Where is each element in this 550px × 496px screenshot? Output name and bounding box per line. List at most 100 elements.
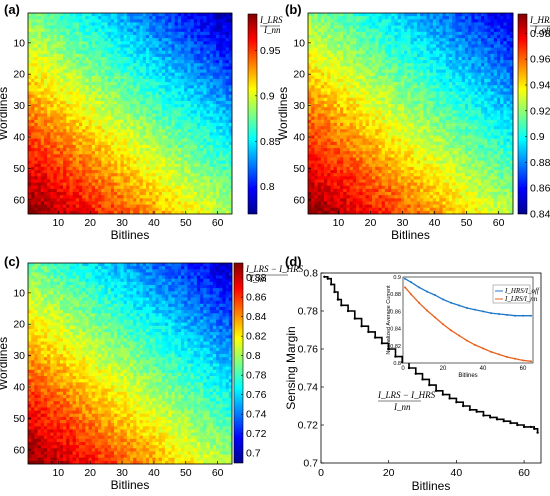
x-tick-label: 40 — [451, 467, 463, 479]
y-tick-label: 30 — [13, 100, 25, 112]
y-axis-label: Wordlines — [276, 87, 290, 140]
x-tick-label: 60 — [518, 467, 530, 479]
colorbar-tick-label: 0.88 — [530, 157, 550, 169]
x-tick-label: 50 — [461, 217, 473, 229]
y-tick-label: 0.78 — [298, 306, 319, 318]
data-point — [407, 366, 411, 370]
data-point — [380, 342, 384, 345]
x-axis: 10 20 30 40 50 60 Bitlines — [333, 211, 505, 242]
y-axis-label: Wordlines — [0, 87, 10, 140]
heatmap-cells — [28, 13, 233, 215]
colorbar-tick-label: 0.72 — [246, 428, 267, 440]
y-axis: 10 20 30 40 50 60 Wordlines — [0, 37, 31, 206]
x-tick-label: 40 — [429, 217, 441, 229]
heatmap-c: 10 20 30 40 50 60 Bitlines 10 20 30 40 50 60 Wordline… — [0, 262, 304, 492]
inset-data-point — [514, 357, 516, 360]
data-point — [434, 389, 438, 392]
x-axis-label: Bitlines — [111, 478, 150, 492]
y-tick-label: 40 — [293, 132, 305, 144]
data-point — [495, 418, 499, 421]
x-tick-label: 60 — [212, 217, 224, 229]
y-tick-label: 20 — [13, 319, 25, 331]
inset-y-tick-label: 0.8 — [393, 361, 401, 367]
colorbar-tick-label: 0.9 — [260, 90, 275, 102]
colorbar-tick-label: 0.98 — [530, 28, 550, 40]
colorbar: 0.98 0.96 0.94 0.92 0.9 0.88 0.86 0.84 I_HRSI_of… — [517, 13, 550, 221]
y-axis-label: Sensing Margin — [284, 326, 298, 409]
data-point — [502, 420, 505, 423]
inset-x-axis-label: Bitlines — [458, 373, 477, 379]
annotation-numerator: I_LRS − I_HRS — [377, 390, 436, 400]
y-tick-label: 50 — [13, 413, 25, 425]
y-tick-label: 20 — [293, 69, 305, 81]
data-point — [346, 309, 350, 313]
data-point — [529, 425, 533, 429]
inset-data-point — [426, 290, 428, 293]
y-axis: 10 20 30 40 50 60 Wordlines — [0, 287, 31, 456]
y-tick-label: 0.72 — [298, 420, 319, 432]
y-axis-label: Wordlines — [0, 337, 10, 390]
inset-legend-label: I_HRS/I_off — [504, 287, 540, 295]
data-point — [441, 393, 445, 396]
inset-data-point — [530, 314, 532, 317]
data-point — [340, 304, 343, 307]
data-point — [509, 421, 512, 425]
data-point — [360, 325, 363, 328]
colorbar-tick-label: 0.82 — [246, 331, 267, 343]
colorbar-tick-label: 0.86 — [246, 292, 267, 304]
inset-data-point — [466, 306, 468, 309]
data-point — [414, 372, 417, 375]
inset-legend-label: I_LRS/I_nn — [504, 295, 538, 303]
y-tick-label: 30 — [13, 350, 25, 362]
colorbar-tick-label: 0.9 — [530, 131, 545, 143]
x-axis: 10 20 30 40 50 60 Bitlines — [52, 461, 224, 492]
colorbar-tick-label: 0.84 — [246, 311, 267, 323]
inset-x-tick-label: 20 — [440, 366, 447, 372]
data-point — [387, 347, 390, 351]
colorbar-gradient — [233, 262, 244, 464]
data-point — [455, 401, 458, 404]
colorbar-tick-label: 0.94 — [530, 79, 550, 91]
x-tick-label: 0 — [318, 467, 324, 479]
data-point — [489, 416, 492, 419]
y-tick-label: 50 — [293, 163, 305, 175]
data-point — [448, 397, 451, 400]
inset-y-axis-label: Normalized Average Current — [386, 285, 392, 355]
panel-label-d: (d) — [285, 254, 302, 269]
inset-data-point — [442, 323, 444, 326]
inset-chart: 0 20 40 60 Bitlines 0.9 0.88 0.86 0.84 0.82 0.8Nor… — [386, 275, 540, 379]
annotation-denominator: I_nn — [393, 402, 411, 412]
y-tick-label: 10 — [293, 37, 305, 49]
y-tick-label: 50 — [13, 163, 25, 175]
heatmap-panels: 10 20 30 40 50 60 Bitlines 10 20 30 40 50 60 Wordline… — [0, 12, 550, 492]
data-point — [333, 290, 336, 294]
y-tick-label: 20 — [13, 69, 25, 81]
inset-x-tick-label: 0 — [401, 366, 405, 372]
x-tick-label: 40 — [148, 467, 160, 479]
colorbar-tick-label: 0.74 — [246, 409, 267, 421]
data-point — [482, 414, 485, 417]
x-tick-label: 20 — [383, 467, 395, 479]
x-tick-label: 30 — [116, 467, 128, 479]
inset-data-point — [482, 347, 484, 350]
panel-label-a: (a) — [4, 2, 20, 17]
inset-x-tick-label: 60 — [520, 366, 527, 372]
inset-data-point — [404, 277, 406, 280]
inset-data-point — [418, 301, 420, 304]
inset-data-point — [450, 301, 452, 304]
heatmap-a: 10 20 30 40 50 60 Bitlines 10 20 30 40 50 60 Wordline… — [0, 12, 283, 242]
x-tick-label: 60 — [493, 217, 505, 229]
data-point — [326, 277, 329, 280]
y-tick-label: 60 — [293, 194, 305, 206]
inset-data-point — [418, 286, 420, 289]
colorbar-tick-label: 0.96 — [530, 54, 550, 66]
y-tick-label: 10 — [13, 287, 25, 299]
data-point — [336, 298, 340, 301]
x-tick-label: 50 — [180, 217, 192, 229]
inset-data-point — [450, 329, 452, 332]
inset-data-point — [498, 353, 500, 356]
x-tick-label: 60 — [212, 467, 224, 479]
inset-data-point — [410, 293, 412, 296]
